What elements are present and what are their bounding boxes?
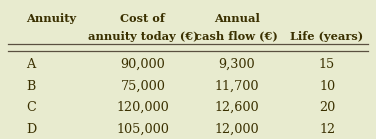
Text: 12: 12 bbox=[319, 123, 335, 136]
Text: 15: 15 bbox=[319, 58, 335, 71]
Text: Life (years): Life (years) bbox=[291, 31, 364, 42]
Text: 10: 10 bbox=[319, 80, 335, 93]
Text: B: B bbox=[26, 80, 36, 93]
Text: Cost of: Cost of bbox=[120, 13, 165, 24]
Text: 11,700: 11,700 bbox=[215, 80, 259, 93]
Text: D: D bbox=[26, 123, 36, 136]
Text: annuity today (€): annuity today (€) bbox=[88, 31, 198, 42]
Text: 12,600: 12,600 bbox=[215, 101, 259, 114]
Text: 20: 20 bbox=[319, 101, 335, 114]
Text: cash flow (€): cash flow (€) bbox=[196, 31, 278, 42]
Text: A: A bbox=[26, 58, 36, 71]
Text: 9,300: 9,300 bbox=[218, 58, 255, 71]
Text: Annual: Annual bbox=[214, 13, 260, 24]
Text: C: C bbox=[26, 101, 36, 114]
Text: 90,000: 90,000 bbox=[120, 58, 165, 71]
Text: 75,000: 75,000 bbox=[120, 80, 165, 93]
Text: 12,000: 12,000 bbox=[215, 123, 259, 136]
Text: Annuity: Annuity bbox=[26, 13, 76, 24]
Text: 105,000: 105,000 bbox=[117, 123, 169, 136]
Text: 120,000: 120,000 bbox=[117, 101, 169, 114]
